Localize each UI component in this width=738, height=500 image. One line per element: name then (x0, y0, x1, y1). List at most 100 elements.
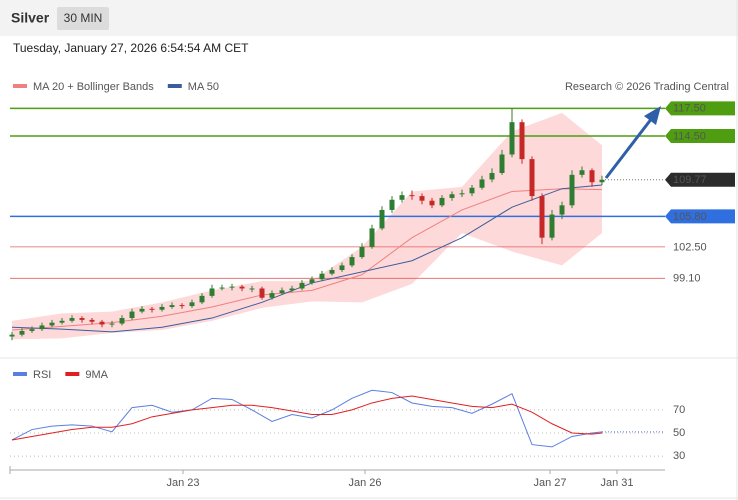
candle-body (459, 193, 465, 195)
candle-body (179, 305, 185, 307)
candle-body (239, 286, 245, 289)
symbol: Silver (11, 10, 50, 26)
y-tick-label: 30 (673, 450, 685, 462)
last-price-label: 109.77 (673, 174, 707, 186)
level-box (665, 129, 735, 144)
price-panel: MA 20 + Bollinger Bands MA 50 Research © 2… (9, 81, 735, 341)
level-label: 102.50 (673, 241, 707, 253)
candle-body (199, 295, 205, 303)
candle-body (529, 159, 535, 197)
candle-body (439, 197, 445, 206)
candle-body (159, 306, 165, 310)
candle-body (209, 288, 215, 296)
candle-body (9, 334, 15, 337)
candle-body (59, 320, 65, 323)
moving-average (11, 184, 603, 333)
candle-body (299, 282, 305, 289)
candle-body (349, 257, 355, 266)
candle-body (369, 228, 375, 247)
series-line (11, 389, 603, 448)
legend-swatch (167, 84, 182, 88)
candle-body (409, 195, 415, 197)
x-tick-label: Jan 27 (533, 477, 566, 489)
candle-body (79, 318, 85, 320)
candle-body (579, 170, 585, 175)
x-tick-label: Jan 31 (600, 477, 633, 489)
level-box (665, 209, 735, 224)
candle-body (449, 194, 455, 198)
legend-label: RSI (33, 369, 51, 381)
interval-badge[interactable] (57, 7, 109, 30)
candle-body (399, 195, 405, 200)
candle-body (549, 214, 555, 238)
candle-body (219, 287, 225, 289)
forecast-arrowhead (644, 106, 661, 125)
candle-body (479, 179, 485, 188)
candle-body (519, 122, 525, 160)
candle-body (89, 319, 95, 322)
candle-body (499, 154, 505, 173)
candle-body (99, 321, 105, 325)
candle-body (289, 288, 295, 291)
candle-body (189, 302, 195, 307)
candle-body (589, 170, 595, 183)
level-label: 114.50 (673, 130, 706, 142)
legend-label: MA 50 (188, 81, 219, 93)
y-tick-label: 70 (673, 404, 685, 416)
level-label: 99.10 (673, 273, 701, 285)
candle-body (129, 311, 135, 319)
candle-body (149, 308, 155, 310)
candle-body (69, 318, 75, 321)
candle-body (359, 246, 365, 258)
credit: Research © 2026 Trading Central (565, 81, 729, 93)
y-tick-label: 50 (673, 427, 685, 439)
timestamp: Tuesday, January 27, 2026 6:54:54 AM CET (13, 41, 249, 55)
candle-body (389, 199, 395, 210)
legend-label: MA 20 + Bollinger Bands (33, 81, 154, 93)
candle-body (329, 270, 335, 274)
candle-body (489, 172, 495, 180)
rsi-panel: RSI 9MA 30 50 70 Jan 23 Jan 26 Jan 27 Jan 31 (9, 369, 685, 489)
candle-body (249, 288, 255, 290)
candle-body (279, 290, 285, 294)
last-price-box (665, 172, 735, 187)
candle-body (599, 179, 605, 183)
candle-body (49, 322, 55, 326)
header-bar (0, 0, 738, 36)
candle-body (379, 209, 385, 229)
candle-body (259, 288, 265, 298)
candle-body (319, 273, 325, 280)
legend-swatch (65, 372, 80, 376)
x-tick-label: Jan 23 (166, 477, 199, 489)
series-line (11, 395, 603, 441)
candle-body (109, 323, 115, 325)
level-box (665, 101, 735, 116)
candle-body (419, 196, 425, 201)
level-label: 117.50 (673, 103, 706, 115)
candle-body (29, 329, 35, 331)
candle-body (539, 196, 545, 238)
candle-body (169, 305, 175, 307)
candle-body (229, 286, 235, 288)
candle-body (269, 293, 275, 298)
candle-body (339, 265, 345, 270)
level-label: 105.80 (673, 211, 707, 223)
candle-body (19, 330, 25, 335)
interval: 30 MIN (64, 11, 103, 25)
candle-body (429, 200, 435, 206)
candle-body (509, 122, 515, 155)
candle-body (39, 325, 45, 330)
candle-body (309, 279, 315, 283)
legend-label: 9MA (85, 369, 108, 381)
legend-swatch (13, 372, 27, 376)
candle-body (139, 308, 145, 312)
candle-body (559, 205, 565, 215)
legend-swatch (13, 84, 27, 88)
candle-body (469, 187, 475, 194)
forecast-arrow (604, 117, 654, 179)
x-tick-label: Jan 26 (348, 477, 381, 489)
candle-body (119, 318, 125, 324)
candle-body (569, 174, 575, 206)
